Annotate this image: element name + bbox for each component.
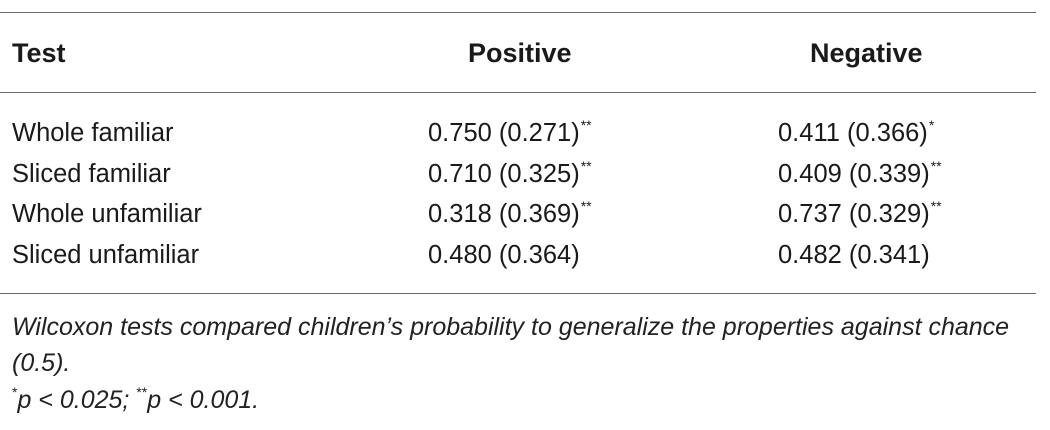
cell-positive-value: 0.318 (0.369) — [428, 200, 580, 228]
cell-positive-value: 0.750 (0.271) — [428, 119, 580, 147]
cell-negative-value: 0.737 (0.329) — [778, 200, 930, 228]
cell-negative: 0.411 (0.366)* — [778, 113, 934, 153]
significance-marker-double: ** — [136, 384, 148, 400]
header-negative: Negative — [810, 38, 923, 68]
cell-positive: 0.750 (0.271)** — [428, 113, 592, 153]
significance-legend: *p < 0.025; **p < 0.001. — [12, 383, 259, 417]
significance-marker: ** — [580, 117, 592, 133]
cell-negative: 0.737 (0.329)** — [778, 194, 942, 234]
table-bottom-rule — [0, 293, 1036, 294]
significance-marker: ** — [580, 198, 592, 214]
table-row: Sliced familiar 0.710 (0.325)** 0.409 (0… — [0, 154, 1036, 195]
cell-negative: 0.482 (0.341) — [778, 235, 931, 275]
cell-test: Whole familiar — [12, 119, 174, 147]
header-positive: Positive — [468, 38, 572, 68]
cell-negative-value: 0.482 (0.341) — [778, 240, 930, 269]
significance-marker: ** — [930, 157, 942, 174]
table-row: Sliced unfamiliar 0.480 (0.364) 0.482 (0… — [0, 235, 1036, 276]
cell-negative: 0.409 (0.339)** — [778, 154, 942, 194]
significance-text-double: p < 0.001. — [147, 386, 260, 414]
table-footnote: Wilcoxon tests compared children’s proba… — [12, 313, 1010, 377]
cell-positive: 0.318 (0.369)** — [428, 194, 592, 234]
header-test: Test — [12, 38, 66, 68]
cell-test: Sliced familiar — [12, 159, 171, 188]
cell-test: Sliced unfamiliar — [12, 240, 200, 269]
cell-positive-value: 0.710 (0.325) — [428, 159, 580, 188]
significance-marker-single: * — [12, 384, 18, 400]
cell-positive-value: 0.480 (0.364) — [428, 240, 580, 269]
cell-negative-value: 0.409 (0.339) — [778, 159, 930, 188]
significance-marker: ** — [930, 198, 942, 214]
table-body: Whole familiar 0.750 (0.271)** 0.411 (0.… — [0, 113, 1036, 275]
table-row: Whole familiar 0.750 (0.271)** 0.411 (0.… — [0, 113, 1036, 154]
cell-positive: 0.480 (0.364) — [428, 235, 581, 275]
significance-text-single: p < 0.025; — [17, 386, 137, 414]
significance-marker: * — [928, 117, 935, 133]
cell-test: Whole unfamiliar — [12, 200, 202, 228]
table-top-rule — [0, 12, 1036, 13]
table-header-rule — [0, 92, 1036, 93]
cell-negative-value: 0.411 (0.366) — [778, 119, 928, 147]
significance-marker: ** — [580, 157, 592, 174]
cell-positive: 0.710 (0.325)** — [428, 154, 592, 194]
table-row: Whole unfamiliar 0.318 (0.369)** 0.737 (… — [0, 194, 1036, 235]
